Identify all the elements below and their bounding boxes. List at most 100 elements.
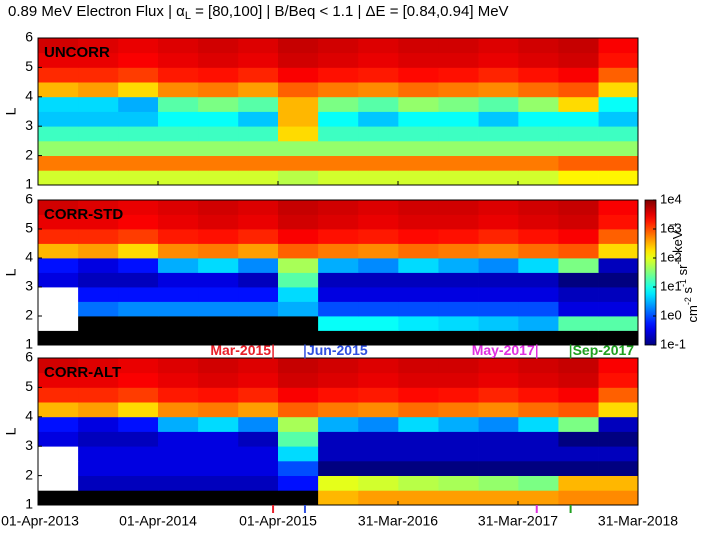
- heatmap-cell: [398, 460, 439, 476]
- heatmap-cell: [558, 490, 599, 506]
- heatmap-cell: [318, 446, 359, 462]
- heatmap-cell: [278, 387, 319, 403]
- heatmap-cell: [438, 200, 479, 215]
- heatmap-cell: [198, 490, 239, 506]
- heatmap-cell: [598, 372, 639, 388]
- heatmap-cell: [198, 287, 239, 302]
- heatmap-cell: [78, 155, 119, 171]
- heatmap-cell: [318, 301, 359, 317]
- heatmap-cell: [78, 301, 119, 317]
- heatmap-cell: [78, 490, 119, 506]
- colorbar-tick-label: 1e4: [660, 191, 682, 206]
- heatmap-cell: [318, 490, 359, 506]
- heatmap-cell: [118, 431, 159, 447]
- x-tick-label: 01-Apr-2013: [1, 513, 79, 529]
- unit-base: keV: [670, 230, 685, 256]
- heatmap-cell: [158, 490, 199, 506]
- heatmap-cell: [598, 358, 639, 374]
- heatmap-cell: [278, 140, 319, 156]
- heatmap-cell: [278, 111, 319, 127]
- heatmap-cell: [398, 214, 439, 230]
- heatmap-cell: [38, 82, 79, 98]
- heatmap-cell: [318, 111, 359, 127]
- heatmap-cell: [198, 330, 239, 346]
- heatmap-cell: [78, 243, 119, 259]
- heatmap-cell: [598, 258, 639, 273]
- heatmap-cell: [478, 358, 519, 374]
- panel-frame: [37, 199, 639, 346]
- heatmap-cell: [278, 229, 319, 244]
- heatmap-cell: [518, 155, 559, 171]
- heatmap-cell: [438, 214, 479, 230]
- heatmap-cell: [278, 287, 319, 302]
- heatmap-cell: [438, 38, 479, 54]
- heatmap-cell: [198, 111, 239, 127]
- heatmap-cell: [398, 111, 439, 127]
- heatmap-cell: [478, 140, 519, 156]
- heatmap-cell: [438, 126, 479, 142]
- heatmap-cell: [318, 140, 359, 156]
- heatmap-cell: [158, 475, 199, 491]
- heatmap-cell: [198, 431, 239, 447]
- heatmap-cell: [398, 446, 439, 462]
- heatmap-cell: [438, 387, 479, 403]
- heatmap-cell: [598, 416, 639, 432]
- heatmap-cell: [278, 446, 319, 462]
- heatmap-cell: [278, 372, 319, 388]
- heatmap-cell: [158, 229, 199, 244]
- heatmap-cell: [598, 200, 639, 215]
- heatmap-cell: [318, 126, 359, 142]
- heatmap-cell: [398, 490, 439, 506]
- heatmap-cell: [198, 170, 239, 186]
- heatmap-cell: [478, 126, 519, 142]
- heatmap-cell: [398, 287, 439, 302]
- heatmap-cell: [158, 111, 199, 127]
- colorbar-label: cm-2 s-1 sr-1 keV-1: [668, 223, 700, 323]
- heatmap-cell: [278, 431, 319, 447]
- heatmap-cell: [278, 402, 319, 418]
- heatmap-cell: [518, 214, 559, 230]
- y-tick-label: 1: [25, 176, 33, 192]
- heatmap-cell: [118, 416, 159, 432]
- heatmap-cell: [518, 387, 559, 403]
- heatmap-cell: [118, 358, 159, 374]
- heatmap-cell: [38, 287, 79, 302]
- heatmap-cell: [238, 316, 279, 331]
- heatmap-cell: [358, 67, 399, 83]
- heatmap-cell: [158, 214, 199, 230]
- heatmap-cell: [358, 301, 399, 317]
- heatmap-cell: [278, 301, 319, 317]
- y-tick-label: 6: [25, 349, 33, 365]
- unit-base: sr: [675, 264, 690, 279]
- heatmap-cell: [118, 243, 159, 259]
- heatmap-cell: [278, 475, 319, 491]
- heatmap-cell: [198, 82, 239, 98]
- heatmap-cell: [598, 330, 639, 346]
- heatmap-cell: [118, 214, 159, 230]
- unit-base: cm: [685, 305, 700, 322]
- heatmap-cell: [518, 82, 559, 98]
- heatmap-cell: [398, 170, 439, 186]
- heatmap-cell: [198, 301, 239, 317]
- heatmap-cell: [558, 287, 599, 302]
- unit-exponent: -1: [678, 279, 688, 287]
- heatmap-cell: [238, 214, 279, 230]
- heatmap-cell: [198, 402, 239, 418]
- heatmap-cell: [398, 358, 439, 374]
- y-tick-label: 2: [25, 466, 33, 482]
- heatmap-cell: [238, 96, 279, 112]
- heatmap-cell: [278, 358, 319, 374]
- heatmap-cell: [158, 258, 199, 273]
- heatmap-cell: [238, 52, 279, 68]
- y-tick-label: 4: [25, 88, 33, 104]
- heatmap-cell: [358, 200, 399, 215]
- heatmap-cell: [438, 460, 479, 476]
- heatmap-cell: [78, 416, 119, 432]
- heatmap-cell: [358, 126, 399, 142]
- heatmap-cell: [478, 229, 519, 244]
- heatmap-cell: [318, 475, 359, 491]
- heatmap-cell: [118, 316, 159, 331]
- heatmap-cell: [558, 402, 599, 418]
- heatmap-cell: [358, 431, 399, 447]
- heatmap-cell: [118, 287, 159, 302]
